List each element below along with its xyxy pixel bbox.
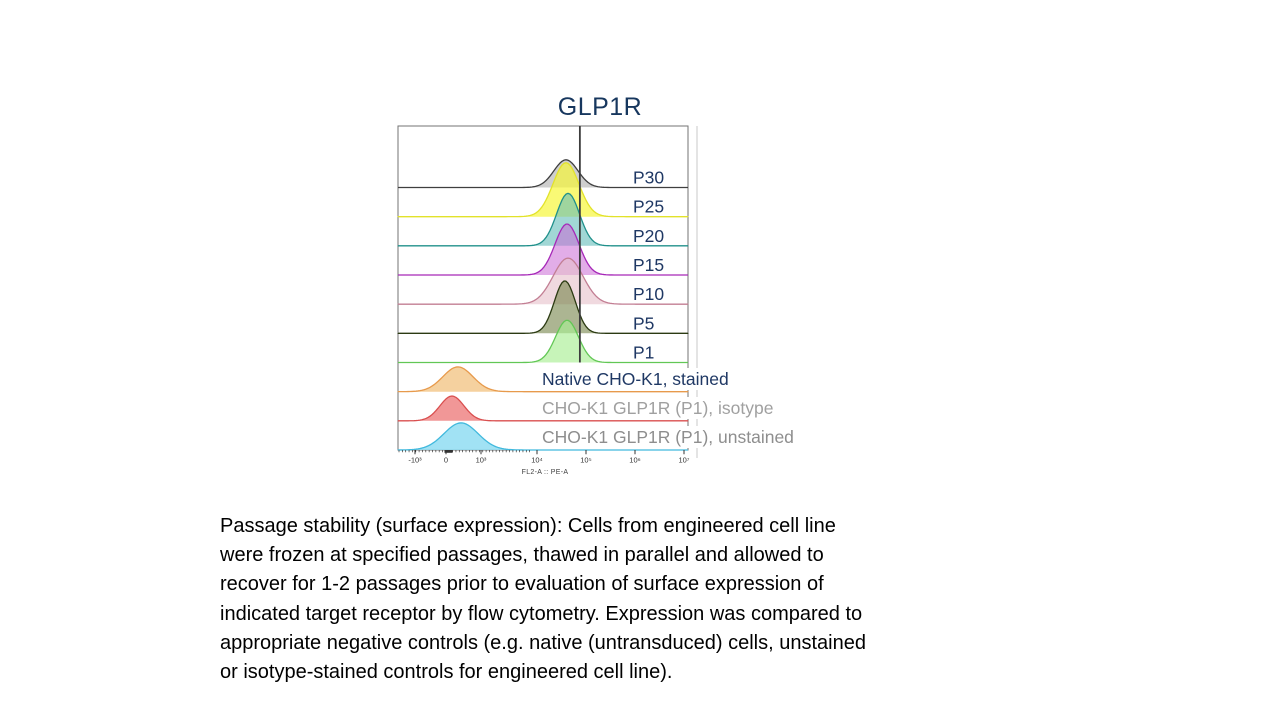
legend-label-native-stained: Native CHO-K1, stained <box>540 368 735 390</box>
ridge-curve-native-cho-k1-stained <box>397 366 689 393</box>
caption-line: appropriate negative controls (e.g. nati… <box>220 631 866 654</box>
caption-line: or isotype-stained controls for engineer… <box>220 661 673 684</box>
row-label-p25: P25 <box>633 197 664 217</box>
x-tick-label: 10⁶ <box>629 456 640 465</box>
row-label-p15: P15 <box>633 255 664 275</box>
ridge-curve-p5 <box>397 280 689 334</box>
ridge-curve-p20 <box>397 192 689 247</box>
chart-title: GLP1R <box>557 93 643 121</box>
x-tick-label: 0 <box>444 456 448 465</box>
x-tick-label: -10³ <box>408 456 422 465</box>
ridge-curve-p15 <box>398 223 688 276</box>
legend-label-unstained: CHO-K1 GLP1R (P1), unstained <box>540 426 800 448</box>
legend-label-isotype: CHO-K1 GLP1R (P1), isotype <box>540 397 780 419</box>
caption-line: Passage stability (surface expression): … <box>220 515 836 537</box>
row-label-p20: P20 <box>633 226 664 246</box>
x-tick-label: 10⁷ <box>678 456 689 465</box>
row-label-p1: P1 <box>633 343 654 363</box>
x-tick-label: 10⁴ <box>531 456 543 465</box>
ridge-curve-p30 <box>398 159 688 189</box>
ridge-curve-cho-k1-glp1r-p1-unstained <box>397 422 688 451</box>
figure-caption: Passage stability (surface expression): … <box>220 512 1020 687</box>
zero-tick-cluster <box>444 450 453 453</box>
ridge-curve-p25 <box>397 162 689 218</box>
row-label-p30: P30 <box>633 168 664 188</box>
caption-line: were frozen at specified passages, thawe… <box>220 544 824 567</box>
ridge-curve-p10 <box>397 257 689 305</box>
ridge-curve-cho-k1-glp1r-p1-isotype <box>397 395 689 422</box>
row-label-p10: P10 <box>633 284 664 304</box>
ridge-curve-p1 <box>398 319 688 364</box>
x-tick-label: 10³ <box>476 456 487 465</box>
row-label-p5: P5 <box>633 313 654 333</box>
caption-line: indicated target receptor by flow cytome… <box>220 602 863 625</box>
x-axis-label: FL2-A :: PE-A <box>522 469 569 476</box>
caption-line: recover for 1-2 passages prior to evalua… <box>220 573 824 596</box>
x-tick-label: 10⁵ <box>580 456 591 465</box>
